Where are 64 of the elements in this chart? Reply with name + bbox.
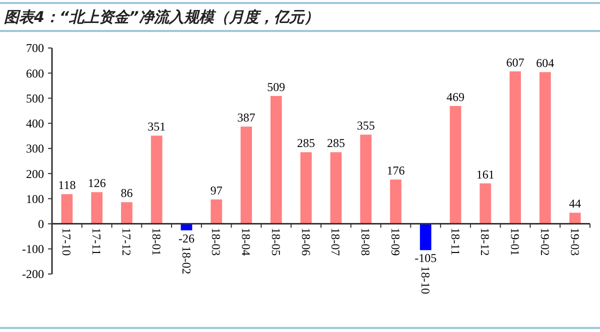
bar (450, 106, 462, 224)
y-tick-label: 500 (26, 91, 44, 106)
bar (150, 136, 162, 224)
data-label: 285 (297, 136, 316, 150)
x-tick-label: 18-07 (328, 228, 343, 256)
bar (420, 224, 432, 250)
data-label: 285 (326, 136, 345, 150)
y-tick-label: 700 (26, 41, 44, 56)
data-label: 509 (267, 80, 286, 94)
chart-title: 图表4：“北上资金”净流入规模（月度，亿元） (4, 8, 319, 26)
data-label: -105 (414, 251, 437, 266)
data-label: 161 (476, 167, 494, 182)
x-tick-label: 19-02 (538, 228, 552, 256)
data-label: 176 (386, 164, 405, 178)
data-label: 97 (210, 183, 222, 198)
x-tick-label: 18-08 (358, 228, 373, 256)
bar (360, 134, 372, 224)
bar (510, 71, 521, 224)
y-tick-label: 600 (26, 66, 44, 80)
data-label: 604 (536, 56, 554, 70)
x-tick-label: 18-01 (149, 228, 164, 256)
bar (390, 180, 402, 224)
x-tick-label: 18-05 (268, 228, 283, 256)
x-tick-label: 18-06 (298, 228, 313, 256)
x-tick-label: 18-12 (478, 228, 492, 256)
data-label: 469 (446, 90, 464, 104)
x-tick-label: 18-11 (448, 228, 462, 256)
data-label: 351 (148, 120, 166, 134)
bar (210, 199, 222, 224)
data-label: 607 (506, 55, 524, 70)
y-tick-label: -100 (22, 242, 44, 256)
bar (91, 192, 103, 224)
bar (61, 194, 73, 224)
data-label: -26 (178, 231, 194, 246)
x-tick-label: 18-04 (239, 228, 254, 256)
x-tick-label: 17-12 (120, 228, 134, 256)
data-label: 86 (120, 186, 133, 200)
x-tick-label: 17-11 (90, 228, 104, 256)
bar (121, 202, 132, 224)
data-label: 355 (356, 118, 375, 133)
bar (300, 152, 312, 224)
y-tick-label: -200 (22, 267, 44, 282)
y-tick-label: 200 (26, 166, 44, 181)
bar (330, 152, 342, 224)
y-tick-label: 100 (26, 192, 44, 206)
bar (539, 72, 551, 224)
data-label: 44 (569, 196, 582, 211)
bar (270, 96, 282, 224)
x-tick-label: 19-01 (508, 228, 522, 256)
bar (240, 126, 252, 224)
x-tick-label: 17-10 (60, 228, 74, 256)
x-tick-label: 19-03 (568, 228, 582, 256)
y-tick-label: 0 (38, 216, 44, 231)
bar (569, 212, 581, 224)
y-tick-label: 400 (26, 116, 44, 131)
data-label: 118 (58, 178, 76, 192)
x-tick-label: 18-02 (179, 246, 194, 274)
x-tick-label: 18-10 (418, 266, 432, 294)
x-tick-label: 18-09 (388, 228, 403, 256)
y-tick-label: 300 (26, 142, 44, 156)
bar (480, 183, 492, 224)
data-label: 387 (237, 110, 256, 125)
x-tick-label: 18-03 (209, 228, 224, 256)
data-label: 126 (88, 176, 106, 190)
